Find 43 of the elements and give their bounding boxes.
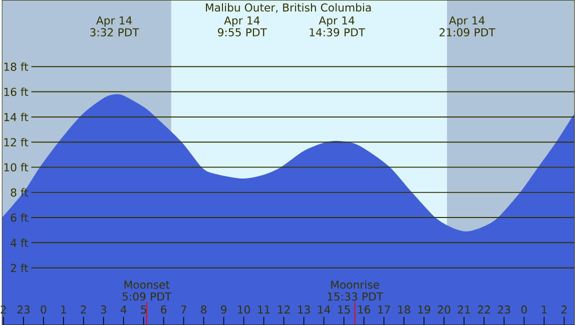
x-tick-label: 23 bbox=[17, 305, 30, 314]
x-tick-label: 20 bbox=[438, 305, 450, 314]
ref-line-label: Moonset 5:09 PDT bbox=[122, 280, 172, 300]
annotation: Apr 14 21:09 PDT bbox=[440, 16, 496, 36]
x-tick-label: 22 bbox=[478, 305, 490, 314]
x-tick-label: 11 bbox=[258, 305, 270, 314]
x-tick-label: 16 bbox=[358, 305, 370, 314]
y-tick-label: 16 ft bbox=[4, 87, 28, 96]
x-tick-label: 7 bbox=[181, 305, 186, 314]
y-tick-label: 6 ft bbox=[10, 213, 28, 222]
x-tick-label: 12 bbox=[278, 305, 290, 314]
x-tick-label: 9 bbox=[220, 305, 226, 314]
x-tick-label: 0 bbox=[521, 305, 527, 314]
annotation: Apr 14 9:55 PDT bbox=[218, 16, 267, 36]
x-tick-label: 17 bbox=[378, 305, 390, 314]
x-tick-label: 19 bbox=[418, 305, 430, 314]
x-tick-label: 21 bbox=[458, 305, 470, 314]
x-tick-label: 23 bbox=[498, 305, 510, 314]
y-tick-label: 8 ft bbox=[10, 188, 28, 196]
x-tick-label: 2 bbox=[561, 305, 567, 314]
x-tick-label: 13 bbox=[298, 305, 310, 314]
y-tick-label: 18 ft bbox=[4, 62, 28, 71]
ref-line-label: Moonrise 15:33 PDT bbox=[328, 280, 384, 300]
y-tick-label: 2 ft bbox=[10, 264, 28, 272]
x-tick-label: 14 bbox=[318, 305, 330, 314]
x-tick-label: 18 bbox=[398, 305, 410, 314]
y-tick-label: 4 ft bbox=[10, 238, 28, 247]
x-tick-label: 1 bbox=[542, 305, 547, 314]
x-tick-label: 6 bbox=[160, 305, 166, 314]
annotation: Apr 14 3:32 PDT bbox=[90, 16, 140, 36]
chart-title: Malibu Outer, British Columbia bbox=[206, 3, 371, 13]
x-tick-label: 8 bbox=[200, 305, 206, 314]
y-tick-label: 10 ft bbox=[4, 162, 28, 172]
y-tick-label: 12 ft bbox=[4, 138, 28, 146]
x-tick-label: 0 bbox=[40, 305, 46, 314]
y-tick-label: 14 ft bbox=[4, 112, 28, 121]
x-tick-label: 1 bbox=[61, 305, 66, 314]
x-tick-label: 15 bbox=[338, 305, 350, 314]
annotation: Apr 14 14:39 PDT bbox=[310, 16, 366, 36]
x-tick-label: 10 bbox=[238, 305, 250, 314]
x-tick-label: 2 bbox=[80, 305, 86, 314]
x-tick-label: 4 bbox=[120, 305, 126, 314]
x-tick-label: 3 bbox=[100, 305, 106, 314]
